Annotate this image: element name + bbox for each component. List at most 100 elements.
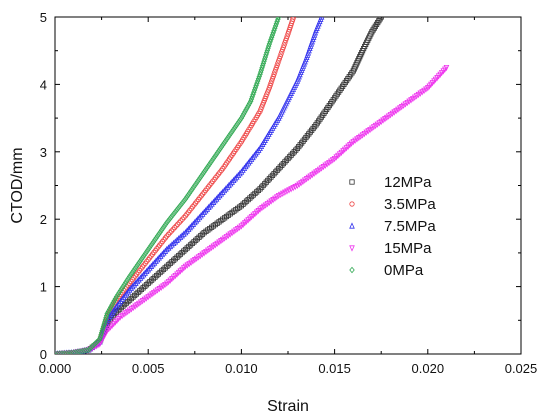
data-point [120,293,127,301]
data-point [235,171,242,178]
data-point [157,228,163,236]
data-point [157,252,164,259]
data-point [234,120,241,128]
data-point [220,141,226,149]
data-point [184,227,190,234]
data-point [226,132,233,139]
data-point [150,261,156,268]
x-tick-label: 0.025 [505,361,538,376]
data-point [233,122,239,130]
data-point [178,201,184,208]
legend-marker [349,266,355,274]
data-point [89,343,95,351]
data-point [177,233,184,240]
data-point [170,239,177,247]
data-point [268,174,274,180]
data-point [128,271,134,278]
data-point [140,285,146,291]
data-point [275,17,282,21]
data-point [165,244,172,251]
data-point [125,298,131,305]
data-point [202,207,209,214]
data-point [105,308,112,315]
data-point [162,247,169,254]
data-point [193,237,199,243]
data-point [160,266,167,273]
data-point [229,178,235,185]
data-point [443,64,450,72]
data-point [172,208,179,215]
data-point [207,202,214,209]
data-point [195,215,201,222]
data-point [242,108,248,116]
data-point [87,345,93,352]
data-point [159,250,165,258]
data-point [222,137,229,145]
data-point [154,232,161,240]
data-point [156,254,162,261]
data-point [122,279,129,286]
data-point [153,257,159,264]
data-point [119,285,125,292]
data-point [132,292,138,299]
data-point [141,252,147,259]
data-point [142,269,148,276]
data-point [282,40,288,46]
data-point [272,69,278,75]
series-7.5MPa [55,17,325,354]
y-tick-label: 1 [40,280,47,295]
legend-label: 3.5MPa [384,196,436,213]
data-point [265,177,271,184]
data-point [171,257,177,263]
data-point [192,182,198,189]
legend: 12MPa 3.5MPa 7.5MPa 15MPa 0MPa [349,174,436,279]
data-point [184,193,190,201]
data-point [168,213,174,221]
data-point [73,349,79,354]
data-point [225,134,231,141]
data-point [134,277,141,285]
data-area [55,17,450,354]
data-point [104,310,110,317]
data-point [113,293,120,300]
data-point [92,340,98,348]
data-point [147,279,153,285]
data-point [137,274,144,281]
data-point [161,223,167,230]
data-point [164,233,170,239]
data-point [243,198,250,204]
data-point [136,259,142,267]
data-point [199,231,206,237]
x-tick-label: 0.005 [132,361,165,376]
data-point [176,219,182,226]
y-tick-label: 5 [40,10,47,25]
data-point [274,167,280,173]
data-point [148,277,155,283]
data-point [276,58,282,64]
data-point [123,300,129,306]
data-point [167,260,173,266]
data-point [145,246,151,253]
data-point [174,206,180,214]
data-point [230,126,237,133]
data-point [188,222,195,229]
data-point [137,257,143,265]
data-point [200,170,206,178]
data-point [209,157,215,164]
data-point [252,150,259,157]
data-point [167,230,173,236]
data-point [238,203,244,209]
data-point [224,183,231,190]
data-point [244,161,250,168]
y-tick-label: 2 [40,212,47,227]
data-point [180,230,187,237]
data-point [132,279,139,286]
data-point [119,295,126,302]
data-point [112,310,118,317]
data-point [85,346,92,354]
data-point [179,249,185,256]
data-point [196,234,202,240]
data-point [258,184,265,190]
data-point [232,175,239,182]
data-point [285,155,291,162]
